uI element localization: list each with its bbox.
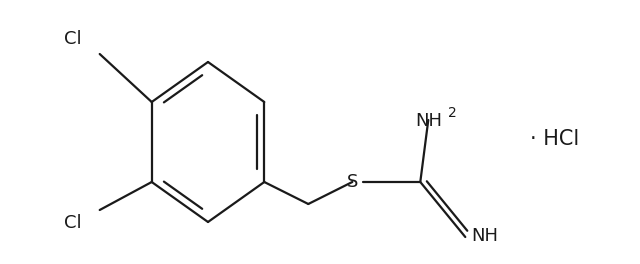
Text: 2: 2	[448, 106, 457, 120]
Text: NH: NH	[415, 112, 442, 130]
Text: Cl: Cl	[64, 30, 82, 48]
Text: NH: NH	[471, 227, 499, 245]
Text: Cl: Cl	[64, 214, 82, 232]
Text: S: S	[347, 173, 358, 191]
Text: · HCl: · HCl	[530, 129, 579, 149]
